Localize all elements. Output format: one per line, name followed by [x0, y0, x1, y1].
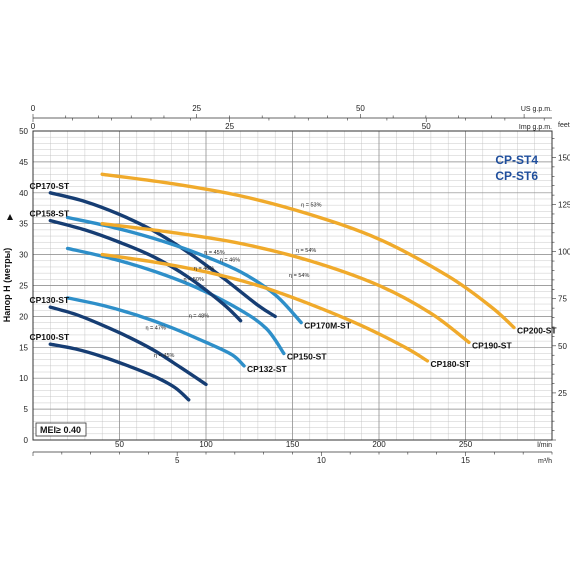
efficiency-label: η = 46%: [220, 257, 240, 263]
y-axis-title: Напор H (метры): [2, 214, 13, 322]
series-label-cp150-st: CP150-ST: [287, 351, 327, 361]
imp-gpm-tick-label: 0: [31, 122, 36, 131]
y-tick-label: 0: [24, 436, 29, 445]
series-line-cp180-st: [100, 252, 430, 363]
y-tick-label: 40: [19, 189, 28, 198]
x-tick-label: 150: [286, 440, 300, 449]
series-label-cp190-st: CP190-ST: [472, 340, 512, 350]
y-tick-label: 50: [19, 127, 28, 136]
series-line-cp170m-st: [65, 215, 303, 325]
series-line-cp200-st: [100, 172, 516, 330]
title-line-2: CP-ST6: [495, 169, 538, 183]
y-tick-label: 15: [19, 343, 28, 352]
series-label-cp200-st: CP200-ST: [517, 326, 557, 336]
series-line-cp190-st: [100, 222, 471, 345]
feet-tick-label: 75: [558, 295, 567, 304]
y-tick-label: 5: [24, 405, 29, 414]
series-label-cp130-st: CP130-ST: [29, 295, 69, 305]
us-gpm-tick-label: 0: [31, 104, 36, 113]
series-lines: [48, 172, 516, 402]
y-axis-label: Напор H (метры): [2, 248, 12, 323]
y-axis-arrow-icon: [7, 214, 13, 220]
imp-gpm-unit-label: Imp g.p.m.: [519, 124, 552, 131]
y-tick-label: 20: [19, 312, 28, 321]
efficiency-label: η = 54%: [289, 273, 309, 279]
series-line-cp100-st: [48, 342, 191, 402]
series-label-cp158-st: CP158-ST: [29, 209, 69, 219]
y-tick-label: 45: [19, 158, 28, 167]
x-unit-label: l/min: [537, 442, 552, 449]
title-line-1: CP-ST4: [495, 153, 538, 167]
series-line-cp130-st: [48, 305, 208, 387]
x-tick-label: 200: [372, 440, 386, 449]
us-gpm-tick-label: 25: [192, 104, 201, 113]
feet-tick-label: 25: [558, 389, 567, 398]
chart-title: CP-ST4 CP-ST6: [495, 153, 538, 183]
series-line-cp150-st: [65, 246, 286, 356]
series-label-cp100-st: CP100-ST: [29, 332, 69, 342]
x2-unit-label: m³/h: [538, 458, 552, 465]
y-tick-label: 25: [19, 282, 28, 291]
x-tick-label: 100: [199, 440, 213, 449]
x-tick-label: 250: [459, 440, 473, 449]
series-line-cp170-st: [48, 191, 277, 319]
series-label-cp180-st: CP180-ST: [430, 359, 470, 369]
x2-tick-label: 15: [461, 456, 470, 465]
feet-tick-label: 100: [558, 248, 570, 257]
efficiency-label: η = 45%: [154, 353, 174, 359]
efficiency-label: η = 54%: [296, 248, 316, 254]
efficiency-labels: η = 45%η = 47%η = 48%η = 50%η = 46%η = 4…: [145, 202, 321, 359]
efficiency-label: η = 46%: [194, 266, 214, 272]
feet-tick-label: 50: [558, 342, 567, 351]
feet-tick-label: 125: [558, 201, 570, 210]
plot-border: [32, 130, 553, 441]
efficiency-label: η = 45%: [204, 250, 224, 256]
series-label-cp170-st: CP170-ST: [29, 181, 69, 191]
grid: [32, 130, 553, 441]
y-tick-label: 30: [19, 251, 28, 260]
mei-badge: MEI≥ 0.40: [35, 422, 87, 437]
us-gpm-unit-label: US g.p.m.: [521, 106, 552, 113]
x-tick-label: 50: [115, 440, 124, 449]
x2-tick-label: 5: [175, 456, 180, 465]
us-gpm-tick-label: 50: [356, 104, 365, 113]
y-tick-label: 10: [19, 374, 28, 383]
x2-tick-label: 10: [317, 456, 326, 465]
series-label-cp170m-st: CP170M-ST: [304, 321, 352, 331]
feet-tick-label: 150: [558, 153, 570, 162]
efficiency-label: η = 48%: [189, 314, 209, 320]
y-tick-label: 35: [19, 220, 28, 229]
mei-label: MEI≥ 0.40: [40, 425, 81, 435]
series-label-cp132-st: CP132-ST: [247, 364, 287, 374]
efficiency-label: η = 53%: [301, 202, 321, 208]
efficiency-label: η = 50%: [184, 277, 204, 283]
series-line-cp158-st: [48, 218, 243, 323]
imp-gpm-tick-label: 50: [422, 122, 431, 131]
efficiency-label: η = 47%: [145, 325, 165, 331]
imp-gpm-tick-label: 25: [225, 122, 234, 131]
feet-unit-label: feet: [558, 122, 570, 129]
series-line-cp132-st: [65, 296, 246, 368]
